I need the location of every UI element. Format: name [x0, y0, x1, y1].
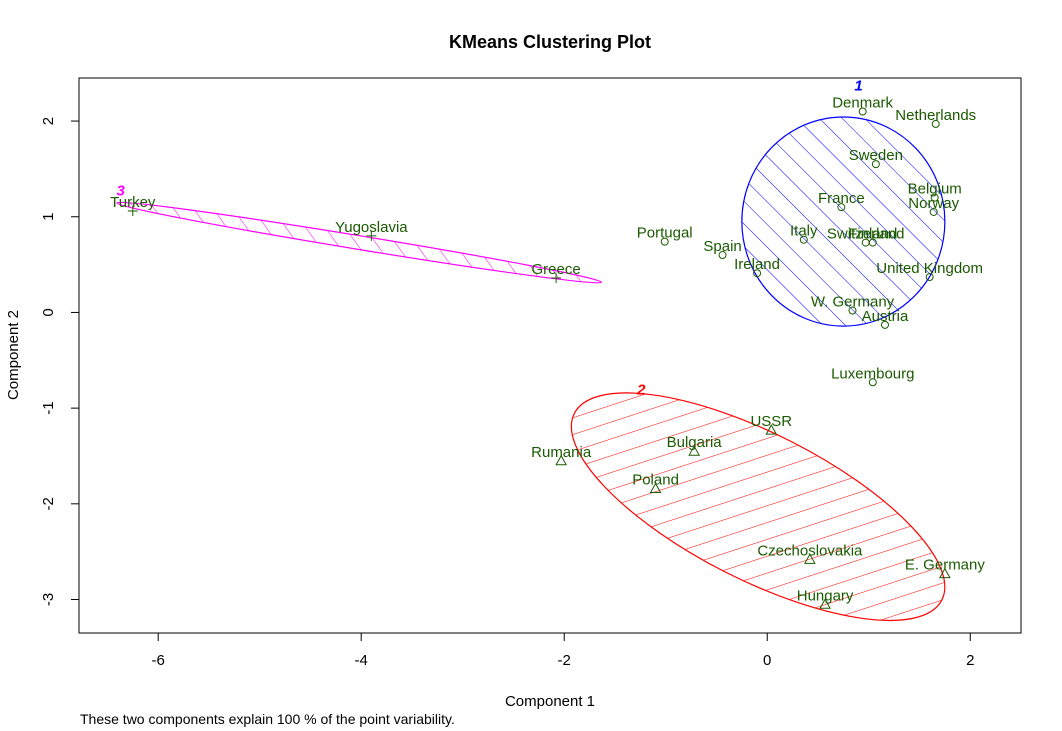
point-label: Portugal [637, 225, 693, 242]
point-label: Rumania [531, 444, 592, 461]
x-tick-label: -2 [558, 652, 571, 669]
point-label: Czechoslovakia [757, 542, 863, 559]
point-marker [799, 235, 808, 244]
point-label: Bulgaria [667, 434, 723, 451]
point-label: Italy [790, 223, 818, 240]
point-label: Sweden [849, 147, 903, 164]
point-marker [880, 320, 889, 329]
cluster-1-ellipse [741, 116, 946, 327]
point-label: Ireland [734, 256, 780, 273]
point-marker [837, 203, 846, 212]
point-label: Austria [862, 308, 909, 325]
point-marker [929, 207, 938, 216]
point-marker [925, 273, 934, 282]
point-label: Netherlands [895, 107, 976, 124]
point-label: W. Germany [811, 294, 895, 311]
point-label: E. Germany [905, 557, 986, 574]
point-label: Denmark [832, 94, 893, 111]
y-tick-label: 1 [40, 213, 57, 221]
point-label: Norway [908, 195, 959, 212]
y-axis: -3 -2 -1 0 1 2 [40, 117, 80, 606]
x-tick-label: 2 [966, 652, 974, 669]
y-tick-label: -3 [40, 593, 57, 606]
point-label: France [818, 190, 865, 207]
point-label: Hungary [797, 587, 854, 604]
x-axis: -6 -4 -2 0 2 [152, 632, 974, 669]
cluster-1-label: 1 [854, 77, 862, 94]
point-marker [819, 598, 831, 609]
point-marker [848, 306, 857, 315]
x-tick-label: -4 [355, 652, 368, 669]
point-marker [939, 567, 951, 579]
point-marker [660, 237, 669, 246]
point-label: Greece [531, 261, 580, 278]
point-label: Switzerland [827, 226, 905, 243]
x-axis-title: Component 1 [505, 693, 595, 710]
point-marker [765, 424, 778, 435]
point-label: Spain [703, 238, 741, 255]
point-marker [858, 107, 867, 116]
point-marker [871, 160, 880, 169]
point-label: USSR [750, 413, 792, 430]
point-marker [804, 553, 816, 564]
cluster-3-ellipse [116, 201, 603, 284]
variability-footnote: These two components explain 100 % of th… [80, 711, 455, 727]
cluster-ellipses [116, 116, 946, 622]
y-tick-label: -1 [40, 401, 57, 414]
point-marker [868, 378, 877, 387]
point-marker [868, 238, 877, 247]
point-marker [555, 454, 568, 466]
point-label: Luxembourg [831, 365, 914, 382]
x-tick-label: -6 [152, 652, 165, 669]
cluster-labels: 1 2 3 [116, 77, 862, 398]
cluster-2-ellipse [570, 392, 946, 622]
point-label: United Kingdom [876, 260, 983, 277]
point-marker [718, 251, 727, 260]
point-label: Poland [632, 472, 679, 489]
y-tick-label: 0 [40, 308, 57, 316]
point-marker [688, 445, 700, 456]
y-axis-title: Component 2 [5, 310, 22, 400]
point-label: Belgium [908, 181, 962, 198]
point-label: Turkey [110, 194, 156, 211]
chart-title: KMeans Clustering Plot [449, 32, 651, 52]
point-label: Yugoslavia [335, 219, 408, 236]
point-marker [753, 269, 762, 278]
cluster-3-label: 3 [116, 183, 125, 200]
y-tick-label: 2 [40, 117, 57, 125]
point-marker [649, 482, 662, 494]
x-tick-label: 0 [763, 652, 771, 669]
cluster-2-label: 2 [636, 382, 646, 399]
y-tick-label: -2 [40, 497, 57, 510]
point-marker [930, 193, 939, 202]
point-marker [931, 119, 940, 128]
point-label: Finland [848, 226, 897, 243]
